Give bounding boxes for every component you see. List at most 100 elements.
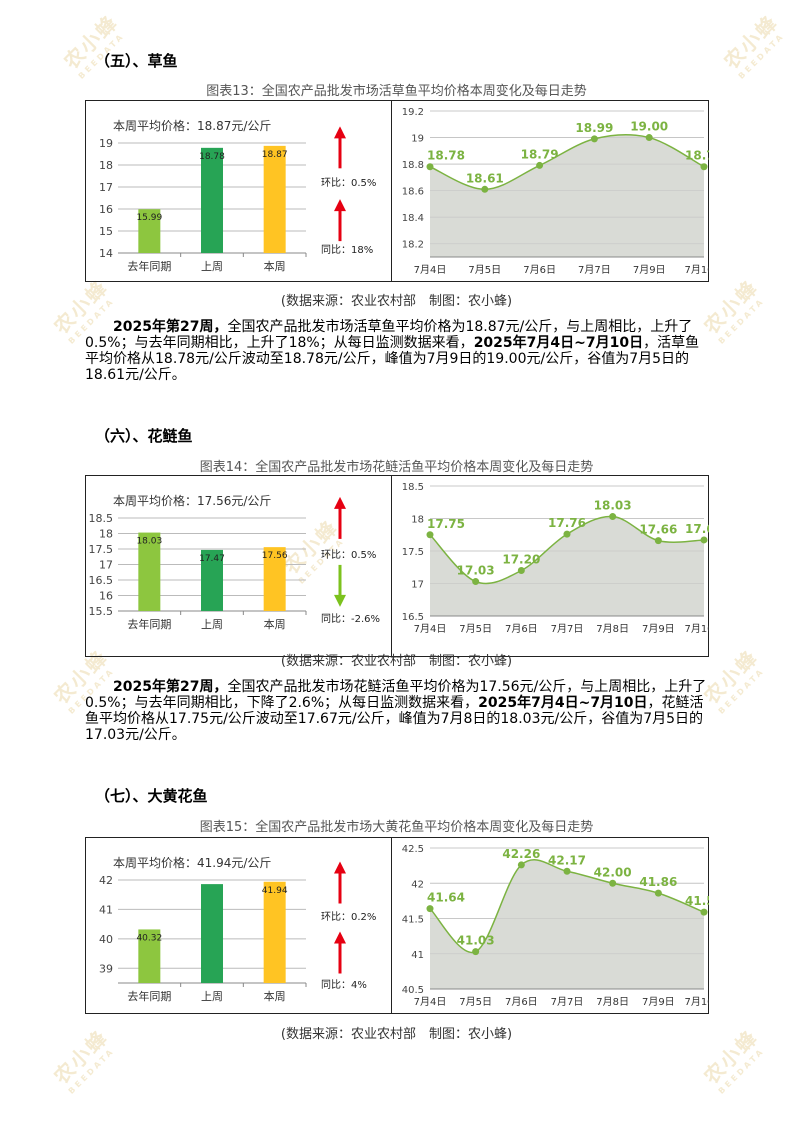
bar xyxy=(263,881,286,983)
x-tick-label: 7月7日 xyxy=(551,623,584,635)
line-chart: 18.2 18.4 18.6 18.8 19 19.2 18.78 7月4日 18.61 7月5日… xyxy=(402,107,709,276)
current-price-label: 本周平均价格：41.94元/公斤 xyxy=(113,856,272,870)
data-point xyxy=(609,513,617,521)
line-chart: 40.5 41 41.5 42 42.5 41.64 7月4日 41.03 7月5日 42.26 7… xyxy=(402,844,709,1008)
data-label: 18.78 xyxy=(427,149,465,163)
x-tick-label: 上周 xyxy=(201,618,223,631)
hb-change-label: 环比：0.5% xyxy=(321,178,377,189)
arrow-up-icon xyxy=(334,861,346,874)
x-tick-label: 7月9日 xyxy=(633,264,666,276)
x-tick-label: 7月6日 xyxy=(523,264,556,276)
data-point xyxy=(517,567,525,574)
x-tick-label: 上周 xyxy=(201,260,223,273)
data-label: 41.59 xyxy=(685,894,709,908)
y-tick-label: 18.2 xyxy=(402,240,424,251)
y-tick-label: 15 xyxy=(99,225,113,238)
bar-value-label: 18.78 xyxy=(199,152,225,162)
data-point xyxy=(563,530,571,538)
data-point xyxy=(426,531,434,539)
y-tick-label: 18 xyxy=(99,159,113,172)
y-tick-label: 41 xyxy=(99,903,113,916)
x-tick-label: 本周 xyxy=(264,989,286,1003)
y-tick-label: 39 xyxy=(99,962,113,975)
data-label: 17.20 xyxy=(502,553,540,567)
arrow-down-icon xyxy=(334,594,346,607)
section-title: （七）、大黄花鱼 xyxy=(95,787,208,805)
x-tick-label: 7月10日 xyxy=(684,996,709,1008)
tb-change-label: 同比：18% xyxy=(321,245,374,256)
data-point xyxy=(472,578,480,586)
x-tick-label: 7月8日 xyxy=(596,623,629,635)
data-point xyxy=(481,185,489,193)
arrow-up-icon xyxy=(334,931,346,944)
chart-title: 图表13：全国农产品批发市场活草鱼平均价格本周变化及每日走势 xyxy=(206,84,587,99)
data-label: 42.17 xyxy=(548,853,586,867)
x-tick-label: 7月5日 xyxy=(459,996,492,1008)
bar xyxy=(138,209,161,253)
x-tick-label: 去年同期 xyxy=(127,989,171,1003)
tb-change-label: 同比：-2.6% xyxy=(321,614,381,625)
x-tick-label: 本周 xyxy=(264,259,286,273)
bar xyxy=(201,884,223,983)
x-tick-label: 7月6日 xyxy=(505,623,538,635)
data-label: 17.67 xyxy=(685,522,709,536)
data-label: 18.79 xyxy=(521,147,559,161)
arrow-up-icon xyxy=(334,496,346,509)
arrow-up-icon xyxy=(334,199,346,212)
x-tick-label: 7月5日 xyxy=(468,264,501,276)
data-point xyxy=(700,908,708,916)
y-tick-label: 41.5 xyxy=(402,915,424,926)
y-tick-label: 19.2 xyxy=(402,107,424,118)
bar-value-label: 41.94 xyxy=(262,886,288,896)
y-tick-label: 41 xyxy=(411,950,424,961)
x-tick-label: 7月7日 xyxy=(551,996,584,1008)
x-tick-label: 7月4日 xyxy=(414,623,447,635)
change-arrows xyxy=(334,126,346,242)
area-fill xyxy=(430,516,704,616)
data-label: 41.86 xyxy=(639,875,677,889)
data-label: 18.03 xyxy=(594,499,632,513)
data-label: 41.03 xyxy=(457,934,495,948)
x-tick-label: 7月7日 xyxy=(578,264,611,276)
chart-title: 图表14：全国农产品批发市场花鲢活鱼平均价格本周变化及每日走势 xyxy=(199,460,594,475)
data-label: 17.75 xyxy=(427,517,465,531)
data-point xyxy=(517,861,525,869)
data-label: 19.00 xyxy=(630,120,668,134)
y-tick-label: 18.5 xyxy=(89,512,114,525)
tb-change-label: 同比：4% xyxy=(321,980,367,991)
data-point xyxy=(536,161,544,169)
area-fill xyxy=(430,859,704,989)
bar-value-label: 17.47 xyxy=(199,554,225,564)
x-tick-label: 7月9日 xyxy=(642,996,675,1008)
x-tick-label: 7月6日 xyxy=(505,996,538,1008)
chart-panel: 本周平均价格：17.56元/公斤 15.5 16 16.5 17 17.5 18 18.5 1… xyxy=(85,475,709,657)
x-tick-label: 7月9日 xyxy=(642,623,675,635)
y-tick-label: 16.5 xyxy=(89,574,114,587)
bar-value-label: 18.87 xyxy=(262,150,288,160)
area-fill xyxy=(430,134,704,257)
data-source: (数据来源：农业农村部 制图：农小蜂) xyxy=(280,294,513,309)
data-source: (数据来源：农业农村部 制图：农小蜂) xyxy=(280,1027,513,1042)
y-tick-label: 18.4 xyxy=(402,213,424,224)
change-arrows xyxy=(334,861,346,974)
data-point xyxy=(609,879,617,887)
y-tick-label: 16 xyxy=(99,590,113,603)
data-point xyxy=(472,948,480,956)
data-label: 18.99 xyxy=(575,121,613,135)
x-tick-label: 7月4日 xyxy=(414,264,447,276)
bar-chart: 14 15 16 17 18 19 15.99 去年同期 18.78 上周 18.87 本周 xyxy=(99,137,307,273)
y-tick-label: 17 xyxy=(99,181,113,194)
bar-value-label: 18.03 xyxy=(136,537,162,547)
y-tick-label: 18.5 xyxy=(402,482,424,493)
x-tick-label: 7月8日 xyxy=(596,996,629,1008)
data-label: 18.78 xyxy=(685,149,709,163)
data-point xyxy=(700,163,708,171)
data-label: 17.03 xyxy=(457,564,495,578)
bar xyxy=(263,145,286,253)
y-tick-label: 17.5 xyxy=(402,547,424,558)
current-price-label: 本周平均价格：17.56元/公斤 xyxy=(113,494,272,508)
bar xyxy=(138,929,161,983)
x-tick-label: 上周 xyxy=(201,990,223,1003)
data-label: 42.00 xyxy=(594,865,632,879)
y-tick-label: 18 xyxy=(99,528,113,541)
